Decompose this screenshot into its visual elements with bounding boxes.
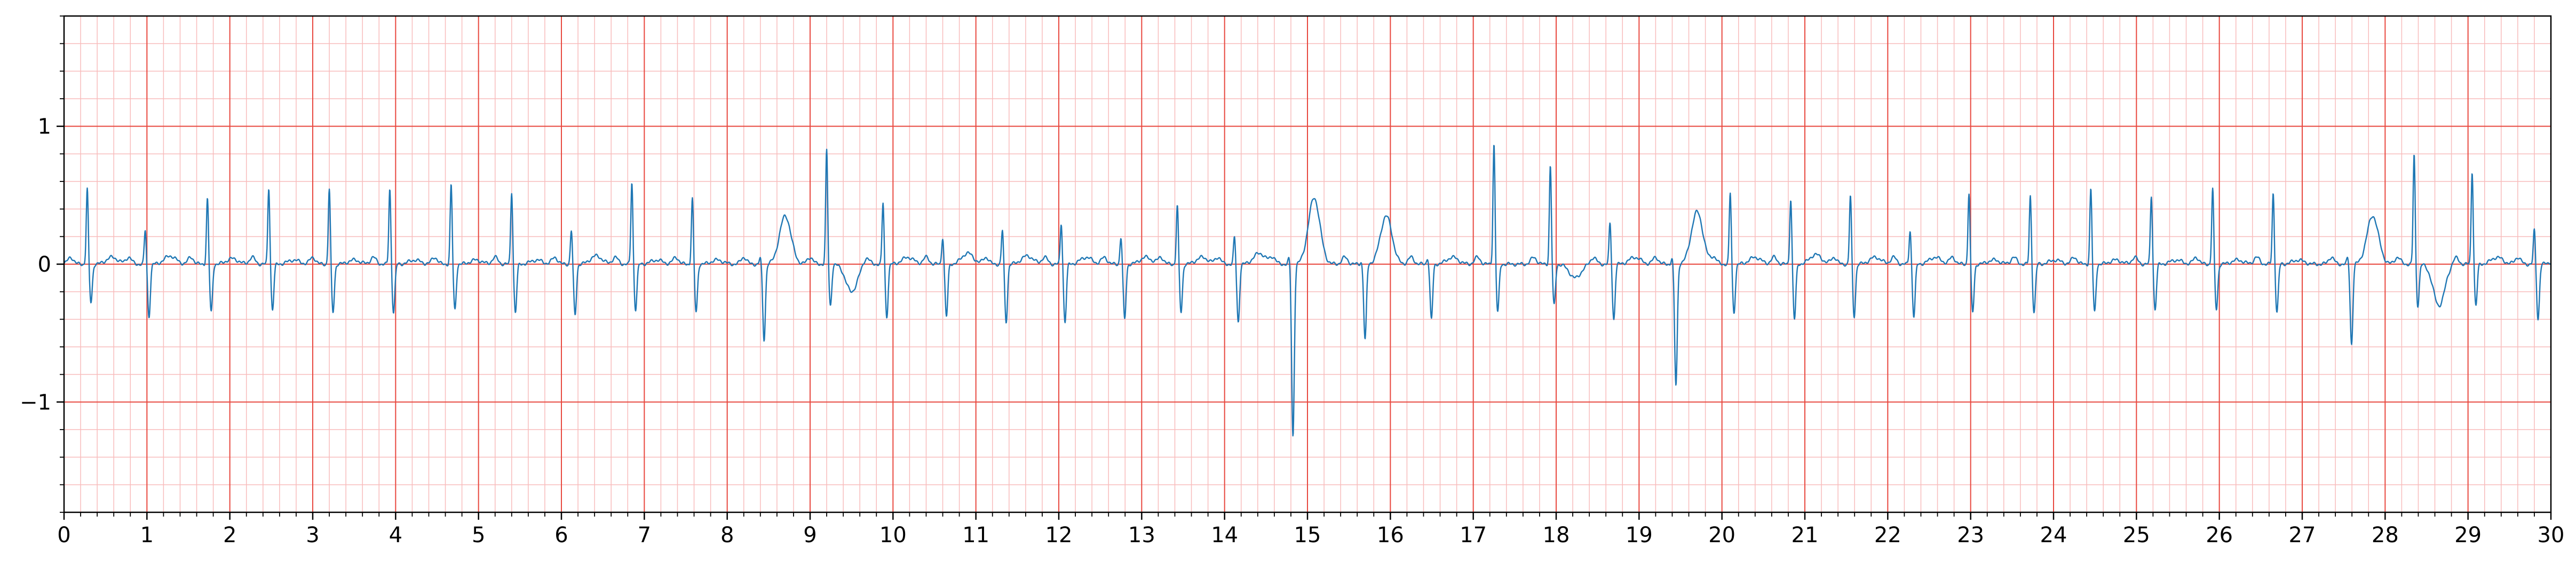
x-tick-label: 22 (1874, 523, 1901, 548)
x-tick-label: 28 (2372, 523, 2399, 548)
x-tick-label: 18 (1543, 523, 1570, 548)
y-tick-label: 0 (38, 252, 51, 277)
x-tick-label: 27 (2289, 523, 2316, 548)
x-tick-label: 26 (2206, 523, 2233, 548)
x-tick-label: 30 (2538, 523, 2565, 548)
x-tick-label: 17 (1460, 523, 1487, 548)
x-tick-label: 16 (1377, 523, 1404, 548)
x-tick-label: 8 (720, 523, 734, 548)
x-tick-label: 13 (1128, 523, 1155, 548)
x-tick-label: 21 (1792, 523, 1819, 548)
x-tick-label: 24 (2040, 523, 2067, 548)
y-axis: −1 0 1 (20, 15, 64, 513)
x-tick-label: 10 (879, 523, 907, 548)
x-tick-label: 20 (1708, 523, 1735, 548)
x-tick-label: 4 (389, 523, 402, 548)
x-tick-label: 6 (554, 523, 568, 548)
x-tick-label: 25 (2123, 523, 2150, 548)
x-tick-label: 15 (1294, 523, 1321, 548)
ecg-trace-line (63, 145, 2551, 437)
x-tick-label: 29 (2454, 523, 2482, 548)
x-tick-label: 14 (1211, 523, 1238, 548)
x-tick-label: 12 (1045, 523, 1073, 548)
x-tick-label: 7 (638, 523, 651, 548)
x-tick-label: 23 (1957, 523, 1984, 548)
y-tick-label: −1 (20, 390, 51, 415)
x-tick-label: 19 (1626, 523, 1653, 548)
x-tick-label: 11 (962, 523, 989, 548)
y-tick-label: 1 (38, 115, 51, 139)
x-tick-label: 3 (306, 523, 319, 548)
x-tick-label: 2 (223, 523, 236, 548)
x-tick-label: 0 (57, 523, 70, 548)
x-tick-label: 1 (140, 523, 154, 548)
x-tick-label: 9 (803, 523, 817, 548)
x-tick-label: 5 (472, 523, 485, 548)
x-axis: 0 1 2 3 4 5 6 7 8 9 10 11 12 13 14 15 16 17 18 19 20 21 22 23 24… (57, 512, 2564, 548)
